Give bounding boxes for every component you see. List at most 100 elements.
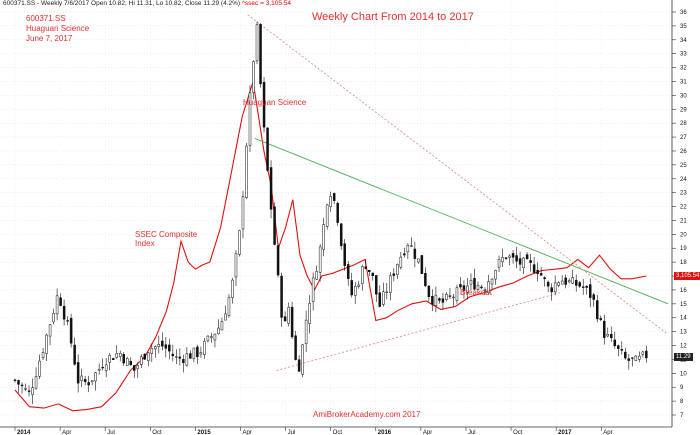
candle-body bbox=[297, 359, 301, 372]
x-tick-label: Oct bbox=[333, 430, 343, 435]
chart-header: 600371.SS - Weekly 7/6/2017 Open 10.82, … bbox=[3, 0, 291, 7]
candle-body bbox=[203, 341, 206, 355]
candle-body bbox=[445, 294, 448, 300]
header-ssec: ^ssec = 3,105.54 bbox=[240, 0, 291, 7]
x-tick-label: Jul bbox=[468, 430, 476, 435]
candle-body bbox=[234, 253, 238, 278]
candle-body bbox=[539, 273, 543, 276]
candle-body bbox=[125, 358, 129, 366]
candle-body bbox=[122, 354, 125, 364]
candle-body bbox=[501, 257, 504, 263]
candle-body bbox=[455, 287, 459, 301]
x-tick-label: Jul bbox=[107, 430, 115, 435]
candle-body bbox=[224, 313, 227, 321]
candle-body bbox=[171, 353, 175, 357]
candle-body bbox=[304, 319, 308, 344]
candle-body bbox=[360, 266, 364, 284]
candle-body bbox=[427, 285, 431, 297]
candle-body bbox=[31, 387, 34, 395]
candle-body bbox=[24, 388, 27, 390]
ssec-price-tag: 3,105.54 bbox=[674, 272, 700, 280]
candle-body bbox=[129, 360, 132, 366]
candle-body bbox=[80, 375, 83, 381]
x-tick-label: 2014 bbox=[17, 430, 31, 435]
candle-body bbox=[13, 379, 17, 381]
candle-body bbox=[276, 245, 280, 276]
candle-body bbox=[332, 193, 336, 201]
candle-body bbox=[308, 303, 311, 324]
candle-body bbox=[508, 255, 511, 258]
candle-body bbox=[511, 253, 515, 258]
candle-body bbox=[255, 24, 259, 62]
candle-body bbox=[518, 258, 522, 265]
candle-body bbox=[168, 344, 171, 352]
candle-body bbox=[90, 380, 94, 383]
candle-body bbox=[69, 317, 73, 344]
y-tick-label: 7 bbox=[680, 413, 684, 419]
y-tick-label: 16 bbox=[680, 288, 687, 294]
candle-body bbox=[52, 312, 55, 323]
candle-body bbox=[192, 347, 196, 359]
candle-body bbox=[480, 286, 483, 289]
stock-name-label: Huaguan Science bbox=[26, 24, 90, 33]
candle-body bbox=[459, 284, 462, 288]
candle-body bbox=[41, 352, 45, 358]
candle-body bbox=[87, 382, 90, 386]
candle-body bbox=[564, 277, 567, 285]
candle-body bbox=[483, 289, 487, 291]
candle-body bbox=[115, 353, 118, 358]
candle-body bbox=[588, 284, 592, 298]
candle-body bbox=[322, 224, 325, 250]
candle-body bbox=[252, 61, 255, 93]
candle-body bbox=[45, 334, 48, 354]
candle-body bbox=[581, 286, 585, 288]
candle-body bbox=[550, 287, 553, 293]
candle-body bbox=[329, 196, 332, 207]
candle-body bbox=[101, 366, 104, 369]
candle-body bbox=[522, 257, 525, 269]
candle-body bbox=[385, 291, 389, 293]
candle-body bbox=[424, 273, 427, 287]
candle-body bbox=[592, 294, 595, 300]
candle-body bbox=[140, 356, 143, 365]
candle-body bbox=[34, 376, 38, 389]
candle-body bbox=[645, 350, 648, 359]
y-tick-label: 34 bbox=[680, 38, 687, 44]
candle-body bbox=[294, 335, 297, 360]
y-tick-label: 28 bbox=[680, 121, 687, 127]
candle-body bbox=[318, 246, 322, 273]
candle-body bbox=[94, 372, 97, 382]
candle-body bbox=[118, 353, 122, 357]
candle-body bbox=[104, 364, 108, 371]
candle-body bbox=[17, 380, 20, 385]
candle-body bbox=[350, 280, 353, 296]
candle-body bbox=[392, 273, 396, 276]
candle-body bbox=[133, 365, 136, 371]
candle-body bbox=[161, 340, 164, 347]
y-tick-label: 12 bbox=[680, 344, 687, 350]
x-tick-label: 2015 bbox=[197, 430, 211, 435]
stock-date-label: June 7, 2017 bbox=[26, 34, 73, 43]
candle-body bbox=[199, 352, 203, 355]
candle-body bbox=[529, 260, 532, 263]
candle-body bbox=[606, 334, 610, 337]
candle-body bbox=[27, 390, 31, 392]
y-tick-label: 19 bbox=[680, 246, 687, 252]
candle-body bbox=[238, 230, 241, 255]
candle-body bbox=[406, 245, 410, 253]
candle-body bbox=[634, 355, 638, 361]
candle-body bbox=[543, 277, 546, 279]
candle-body bbox=[241, 196, 245, 230]
candle-body bbox=[206, 335, 210, 342]
y-tick-label: 36 bbox=[680, 10, 687, 16]
candle-body bbox=[413, 248, 417, 259]
candle-body bbox=[466, 285, 469, 293]
candle-body bbox=[595, 300, 599, 320]
candle-body bbox=[136, 365, 140, 370]
y-tick-label: 13 bbox=[680, 330, 687, 336]
candle-body bbox=[83, 379, 87, 382]
candle-body bbox=[175, 356, 178, 358]
candle-body bbox=[627, 358, 631, 361]
header-info: - Weekly 7/6/2017 Open 10.82, Hi 11.31, … bbox=[35, 0, 241, 7]
candle-body bbox=[567, 280, 571, 283]
